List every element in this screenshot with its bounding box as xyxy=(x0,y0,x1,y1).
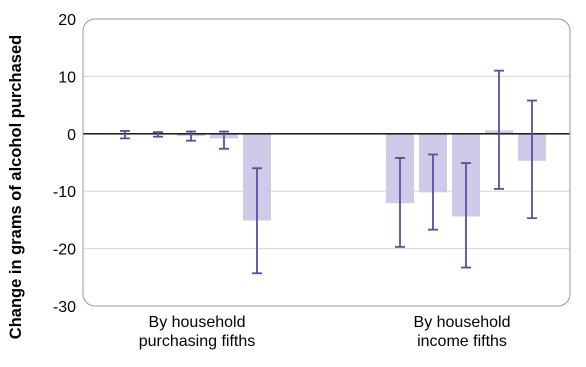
error-bar xyxy=(494,69,504,190)
error-bar xyxy=(219,130,229,150)
error-bars xyxy=(120,69,537,275)
error-bar xyxy=(527,99,537,220)
y-tick-label: -30 xyxy=(53,299,76,316)
error-bar xyxy=(428,153,438,231)
category-label-line: By household xyxy=(414,314,511,331)
error-bar xyxy=(461,162,471,269)
y-tick-labels: 20 10 0 -10 -20 -30 xyxy=(53,12,76,316)
error-bar xyxy=(186,130,196,142)
error-bar xyxy=(252,167,262,275)
plot-frame xyxy=(82,18,571,307)
y-axis-title: Change in grams of alcohol purchased xyxy=(7,35,25,339)
category-label-line: By household xyxy=(149,314,246,331)
y-tick-label: 10 xyxy=(58,69,76,86)
grid-lines xyxy=(83,75,570,250)
error-bar xyxy=(120,130,130,140)
bars xyxy=(177,130,546,221)
error-bar xyxy=(395,157,405,248)
y-tick-label: -20 xyxy=(53,242,76,259)
category-label-line: income fifths xyxy=(417,333,507,350)
category-label-line: purchasing fifths xyxy=(139,333,256,350)
y-tick-label: -10 xyxy=(53,184,76,201)
y-tick-label: 20 xyxy=(58,12,76,29)
y-tick-label: 0 xyxy=(67,127,76,144)
error-bar xyxy=(153,131,163,138)
category-labels: By household purchasing fifths By househol… xyxy=(139,314,511,350)
